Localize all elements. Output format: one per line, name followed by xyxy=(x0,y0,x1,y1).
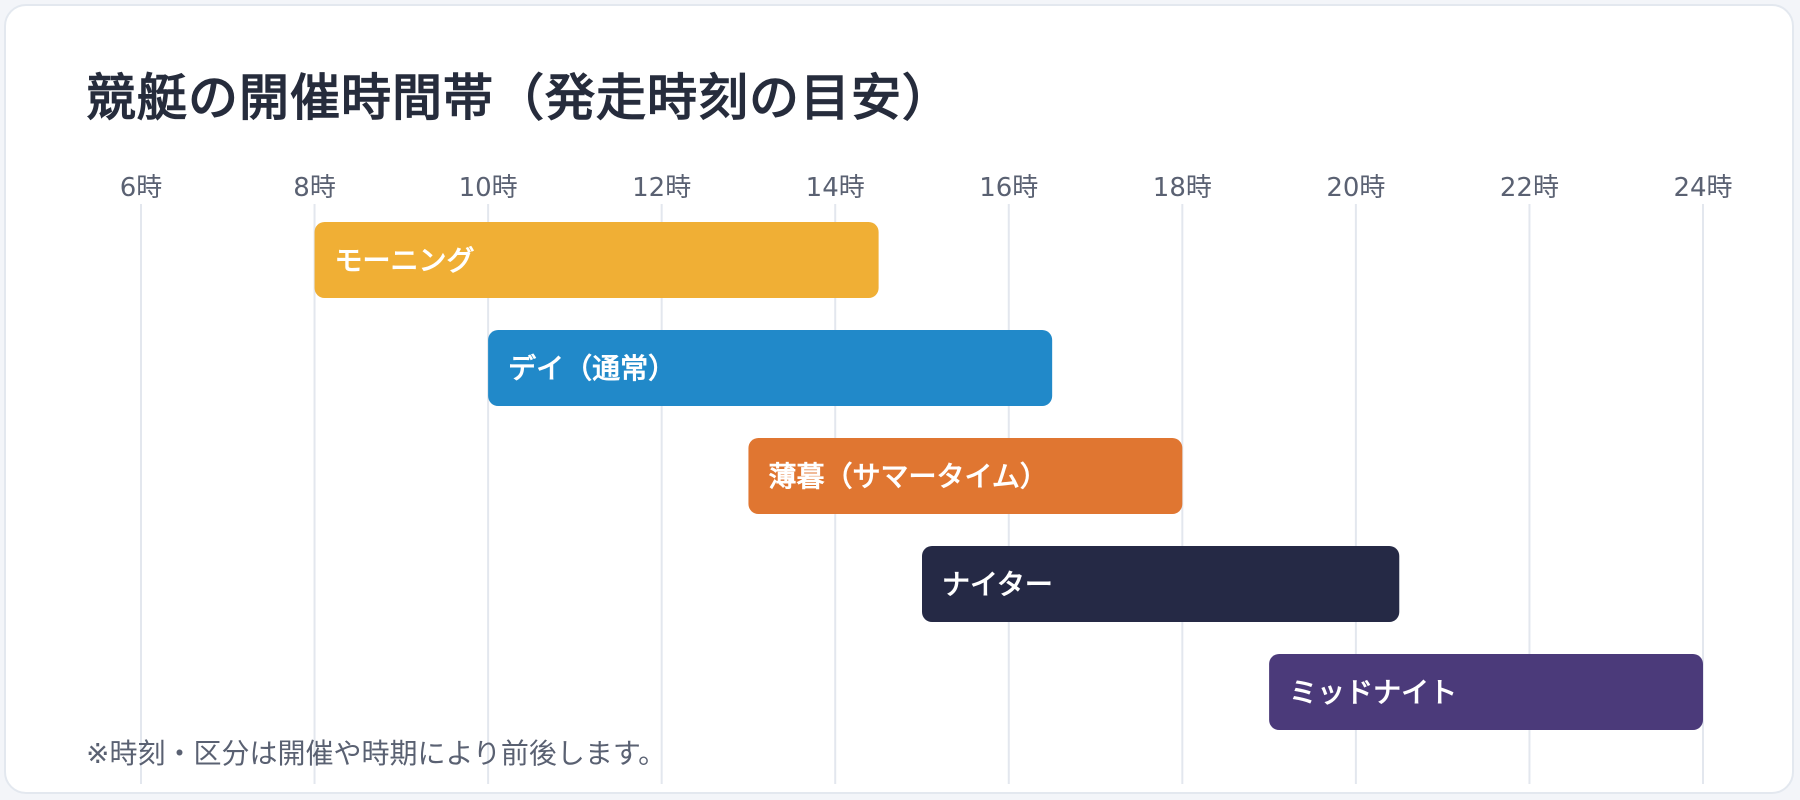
range-bar xyxy=(314,222,879,298)
x-tick-label: 10時 xyxy=(459,173,518,203)
x-tick-label: 8時 xyxy=(293,173,336,203)
x-tick-label: 24時 xyxy=(1673,173,1732,203)
range-bar xyxy=(1269,654,1703,730)
range-bar xyxy=(922,546,1400,622)
range-bar xyxy=(488,330,1053,406)
range-bar-label: モーニング xyxy=(335,244,475,277)
range-bar-label: ミッドナイト xyxy=(1289,676,1457,709)
x-tick-label: 18時 xyxy=(1153,173,1212,203)
range-bar-label: ナイター xyxy=(942,568,1053,601)
x-tick-label: 16時 xyxy=(979,173,1038,203)
x-tick-label: 22時 xyxy=(1500,173,1559,203)
x-tick-label: 20時 xyxy=(1326,173,1385,203)
range-bar xyxy=(748,438,1183,514)
x-tick-label: 14時 xyxy=(806,173,865,203)
x-tick-label: 12時 xyxy=(632,173,691,203)
chart-card: 競艇の開催時間帯（発走時刻の目安） 6時 8時 10時 12時 14時 16時 18時 20時… xyxy=(4,4,1794,794)
footnote: ※時刻・区分は開催や時期により前後します。 xyxy=(86,737,667,770)
x-tick-label: 6時 xyxy=(120,173,163,203)
range-bar-label: デイ（通常） xyxy=(508,352,676,385)
range-bar-label: 薄暮（サマータイム） xyxy=(768,460,1047,493)
chart-title: 競艇の開催時間帯（発走時刻の目安） xyxy=(86,69,953,127)
